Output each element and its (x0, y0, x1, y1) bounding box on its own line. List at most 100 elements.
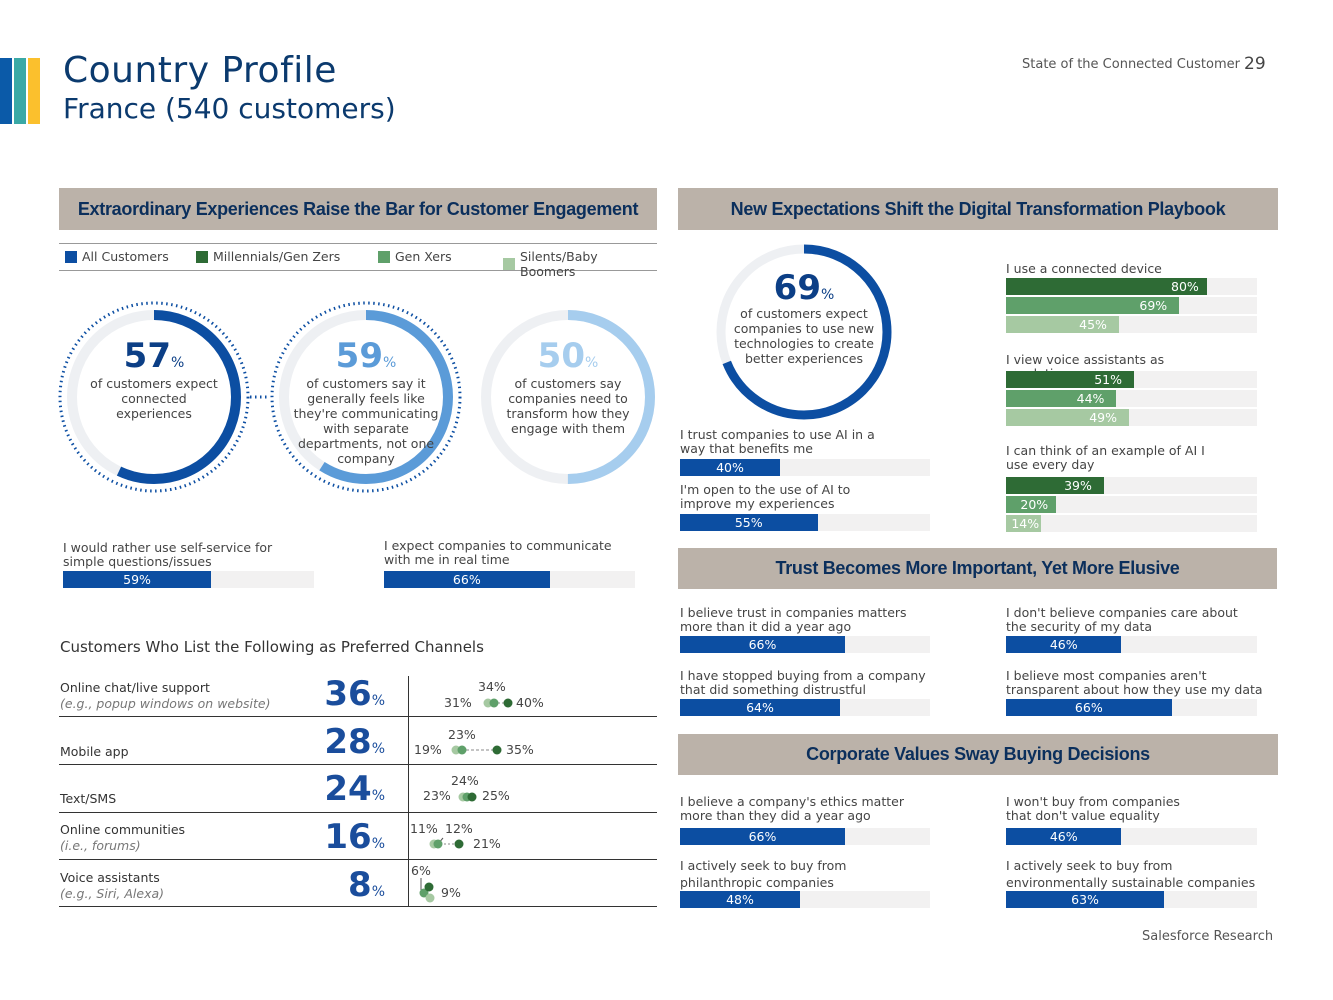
donut-arc-1 (67, 310, 241, 484)
publication-name: State of the Connected Customer (1022, 57, 1240, 72)
gen-bar-track: 51% (1006, 371, 1257, 388)
donut-3-value: 50 (537, 336, 585, 376)
channel-name-sms: Text/SMS (60, 791, 116, 807)
gen-bar-genx: 69% (1006, 297, 1180, 314)
gen-bar-value: 45% (1079, 317, 1107, 332)
channel-pct: % (371, 788, 385, 804)
gen-bar-value: 20% (1020, 497, 1049, 512)
donut-arc-3 (481, 310, 655, 484)
dot-millennials (454, 839, 464, 849)
gen-bar-track: 14% (1006, 515, 1257, 532)
channel-name-voice: Voice assistants (e.g., Siri, Alexa) (60, 870, 164, 902)
bar-fill-equality: 46% (1006, 828, 1122, 845)
gen-bar-boomers: 45% (1006, 316, 1119, 333)
gen-bar-boomers: 49% (1006, 409, 1129, 426)
donut-2-value: 59 (335, 336, 383, 376)
footer-credit: Salesforce Research (1142, 929, 1274, 944)
donut-charts (58, 301, 655, 493)
dot-label: 24% (451, 773, 479, 788)
channel-pct: % (371, 693, 385, 709)
bar-fill-self-service: 59% (63, 571, 212, 588)
bar-label-real-time: I expect companies to communicate with m… (384, 538, 612, 567)
gen-bar-track: 80% (1006, 278, 1257, 295)
legend-item-boomers: Silents/Baby Boomers (503, 249, 657, 279)
channels-title: Customers Who List the Following as Pref… (60, 638, 484, 656)
bar-track-trust-ai: 40% (680, 459, 930, 476)
bar-track-stopped-buying: 64% (680, 699, 930, 716)
donut-69-chart (716, 244, 892, 420)
bar-label-self-service: I would rather use self-service for simp… (63, 540, 273, 569)
donut-1-text: 57% of customers expect connected experi… (89, 338, 219, 421)
channel-sub: (e.g., popup windows on website) (60, 696, 271, 711)
dot-label: 9% (441, 885, 461, 900)
donut-3-caption: of customers say companies need to trans… (506, 376, 630, 436)
dot-label: 6% (411, 863, 431, 878)
channel-label: Text/SMS (60, 791, 117, 806)
gen-bar-millennials: 80% (1006, 278, 1207, 295)
dot-label: 23% (448, 727, 476, 742)
legend-label: Silents/Baby Boomers (520, 249, 598, 279)
gen-bar-track: 20% (1006, 496, 1257, 513)
donut-69-value: 69 (773, 268, 821, 308)
page-number: 29 (1244, 54, 1266, 74)
dot-genx (433, 839, 443, 849)
channel-value: 36 (324, 674, 372, 714)
channel-name-mobile: Mobile app (60, 744, 129, 760)
gen-bar-value: 14% (1011, 516, 1040, 531)
page-title: Country Profile (63, 50, 337, 91)
bar-fill-philanthropic: 48% (680, 891, 800, 908)
dotted-ring-2 (270, 301, 462, 493)
channel-pct: % (371, 741, 385, 757)
bar-fill-data-security: 46% (1006, 636, 1122, 653)
dot-label: 19% (414, 742, 442, 757)
gen-bar-genx: 44% (1006, 390, 1117, 407)
dot-millennials (424, 882, 434, 892)
bar-track-philanthropic: 48% (680, 891, 930, 908)
channel-value-mobile: 28% (295, 722, 385, 762)
channel-value: 8 (348, 865, 372, 905)
dot-genx (419, 888, 429, 898)
gen-bar-track: 45% (1006, 316, 1257, 333)
bar-fill-sustainable: 63% (1006, 891, 1165, 908)
legend-item-genx: Gen Xers (378, 249, 452, 264)
gen-bar-boomers: 14% (1006, 515, 1042, 532)
dot-label: 40% (516, 695, 544, 710)
bar-label-philanthropic: I actively seek to buy from philanthropi… (680, 858, 847, 890)
channel-value-communities: 16% (295, 817, 385, 857)
donut-1-value: 57 (123, 336, 171, 376)
donut-3-text: 50% of customers say companies need to t… (503, 338, 633, 436)
donut-1-caption: of customers expect connected experience… (90, 376, 218, 421)
legend-swatch (65, 250, 77, 263)
channel-name-chat: Online chat/live support (e.g., popup wi… (60, 680, 271, 712)
channel-value-sms: 24% (295, 769, 385, 809)
bar-fill-ethics: 66% (680, 828, 845, 845)
dot-label: 11% (410, 821, 438, 836)
gen-bar-value: 39% (1064, 478, 1092, 493)
bar-track-equality: 46% (1006, 828, 1257, 845)
channel-sub: (i.e., forums) (60, 838, 141, 853)
bar-label-ethics: I believe a company's ethics matter more… (680, 794, 904, 823)
dot-boomers (425, 893, 435, 903)
dot-label: 34% (478, 679, 506, 694)
donut-3-pct: % (585, 355, 599, 371)
channel-name-communities: Online communities (i.e., forums) (60, 822, 185, 854)
bar-label-open-ai: I'm open to the use of AI to improve my … (680, 482, 851, 511)
channel-value: 24 (324, 769, 372, 809)
bar-track-open-ai: 55% (680, 514, 930, 531)
channel-rule (59, 906, 657, 907)
generation-dot-plot (419, 698, 513, 903)
section-header-trust: Trust Becomes More Important, Yet More E… (678, 548, 1277, 589)
legend: All Customers Millennials/Gen Zers Gen X… (59, 243, 657, 279)
channel-rule (59, 812, 657, 813)
gen-bar-value: 51% (1094, 372, 1122, 387)
dot-millennials (467, 792, 477, 802)
gen-bar-track: 44% (1006, 390, 1257, 407)
gen-bar-value: 49% (1089, 410, 1117, 425)
dot-millennials (492, 745, 502, 755)
bar-label-transparency: I believe most companies aren't transpar… (1006, 668, 1263, 697)
gen-bar-genx: 20% (1006, 496, 1057, 513)
header-stripe-blue (0, 58, 12, 124)
dot-label: 31% (444, 695, 472, 710)
channel-value-voice: 8% (295, 865, 385, 905)
legend-label: Millennials/Gen Zers (213, 249, 341, 264)
